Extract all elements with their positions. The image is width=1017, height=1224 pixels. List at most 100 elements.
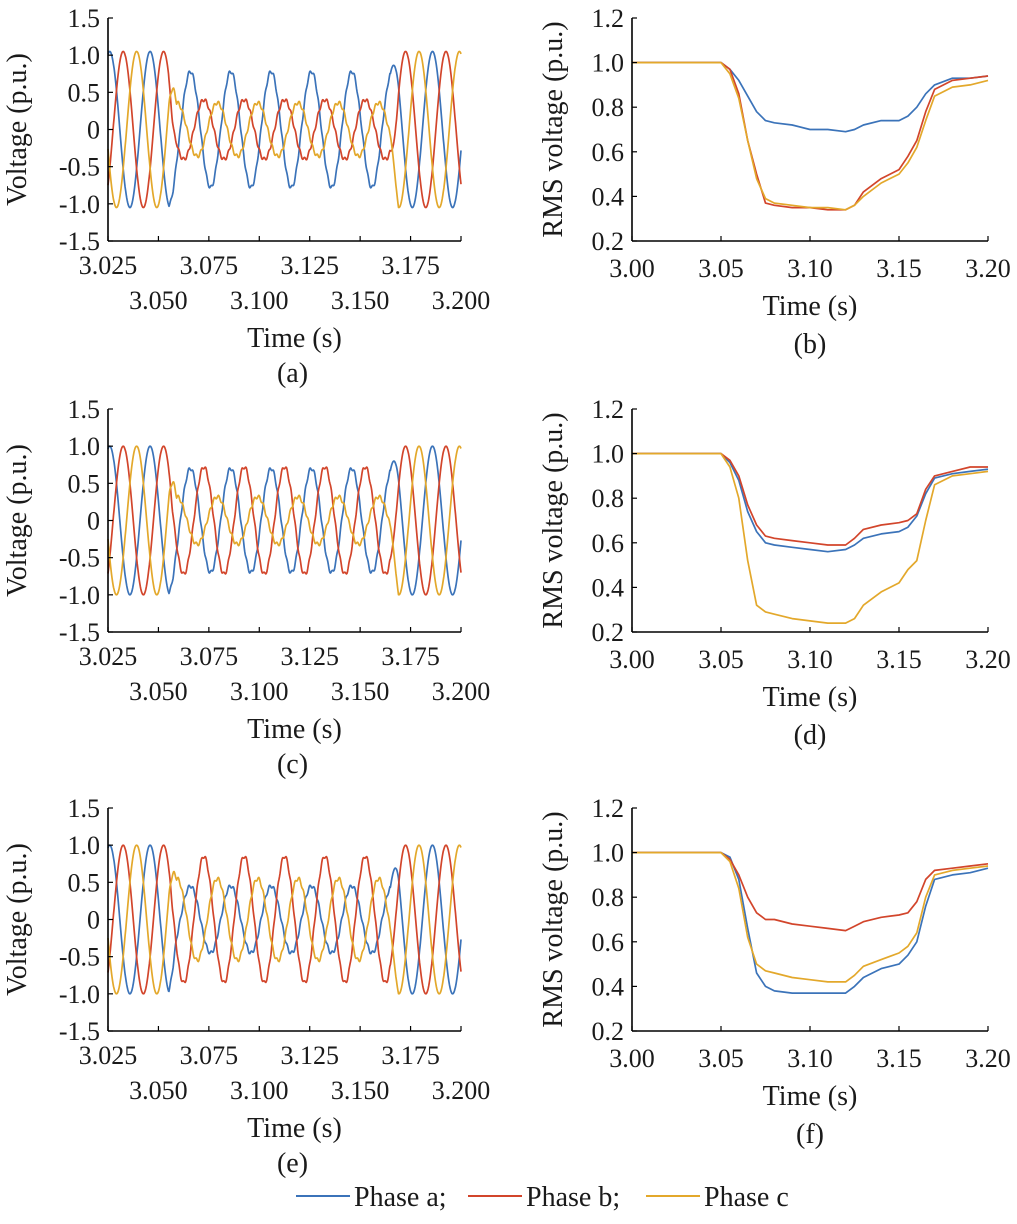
series-line-phase-c bbox=[107, 445, 462, 596]
x-tick-label: 3.10 bbox=[787, 254, 833, 283]
x-tick-label: 3.175 bbox=[381, 642, 440, 671]
series-line-phase-a bbox=[632, 452, 989, 553]
y-axis-label: RMS voltage (p.u.) bbox=[538, 21, 569, 237]
series-line-phase-a bbox=[107, 445, 462, 596]
y-tick-label: 1.0 bbox=[592, 440, 625, 469]
y-tick-label: 1.0 bbox=[68, 831, 101, 860]
x-tick-label: 3.10 bbox=[787, 1044, 833, 1073]
y-tick-label: 0.8 bbox=[592, 93, 625, 122]
y-tick-label: 0.2 bbox=[592, 1017, 625, 1046]
x-tick-label: 3.200 bbox=[432, 1076, 491, 1105]
y-tick-label: -1.0 bbox=[59, 581, 100, 610]
legend: Phase a; Phase b; Phase c bbox=[296, 1182, 789, 1213]
legend-label-phase-c: Phase c bbox=[704, 1182, 789, 1213]
x-tick-label: 3.025 bbox=[79, 642, 138, 671]
series-group bbox=[632, 851, 989, 994]
y-tick-label: 1.5 bbox=[68, 794, 101, 823]
y-tick-label: 1.2 bbox=[592, 4, 625, 33]
y-tick-label: 0.5 bbox=[68, 78, 101, 107]
x-tick-label: 3.025 bbox=[79, 1041, 138, 1070]
series-line-phase-c bbox=[632, 851, 989, 983]
y-tick-label: 0 bbox=[87, 507, 100, 536]
x-tick-label: 3.00 bbox=[609, 254, 655, 283]
series-group bbox=[107, 445, 462, 596]
series-line-phase-b bbox=[107, 844, 462, 995]
x-tick-label: 3.15 bbox=[876, 1044, 922, 1073]
y-tick-label: 0.6 bbox=[592, 928, 625, 957]
panel-caption: (d) bbox=[794, 720, 827, 751]
chart-panel-a: 1.5 1.0 0.5 0 -0.5 -1.0 -1.53.025 3.075 3.125 3.1… bbox=[2, 4, 490, 389]
x-axis-label: Time (s) bbox=[763, 682, 858, 713]
y-axis-label: RMS voltage (p.u.) bbox=[538, 412, 569, 628]
y-tick-label: 1.2 bbox=[592, 794, 625, 823]
panel-caption: (a) bbox=[277, 358, 308, 389]
series-line-phase-c bbox=[632, 452, 989, 624]
x-tick-label: 3.15 bbox=[876, 254, 922, 283]
y-tick-label: -1.5 bbox=[59, 227, 100, 256]
y-tick-label: 0.4 bbox=[592, 573, 625, 602]
series-line-phase-a bbox=[632, 61, 989, 133]
x-tick-label: 3.150 bbox=[331, 286, 390, 315]
x-tick-label: 3.200 bbox=[432, 286, 491, 315]
y-axis-label: Voltage (p.u.) bbox=[2, 444, 33, 597]
x-tick-label: 3.05 bbox=[698, 1044, 744, 1073]
y-tick-label: -0.5 bbox=[59, 943, 100, 972]
series-line-phase-b bbox=[632, 452, 988, 546]
x-tick-label: 3.05 bbox=[698, 645, 744, 674]
x-tick-label: 3.20 bbox=[965, 645, 1011, 674]
chart-panel-b: 1.2 1.0 0.8 0.6 0.4 0.23.00 3.05 3.10 3.15 3.20 Ti… bbox=[538, 4, 1011, 360]
y-tick-label: 0.8 bbox=[592, 484, 625, 513]
y-axis-label: Voltage (p.u.) bbox=[2, 53, 33, 206]
y-tick-label: 0.6 bbox=[592, 138, 625, 167]
y-tick-label: -1.5 bbox=[59, 1017, 100, 1046]
legend-label-phase-a: Phase a; bbox=[354, 1182, 447, 1213]
y-tick-label: 1.5 bbox=[68, 4, 101, 33]
y-tick-label: 0.5 bbox=[68, 469, 101, 498]
series-group bbox=[107, 50, 462, 209]
y-tick-label: 1.2 bbox=[592, 395, 625, 424]
chart-panel-d: 1.2 1.0 0.8 0.6 0.4 0.23.00 3.05 3.10 3.15 3.20 Ti… bbox=[538, 395, 1011, 751]
x-axis-label: Time (s) bbox=[247, 1113, 342, 1144]
x-tick-label: 3.025 bbox=[79, 251, 138, 280]
x-axis-label: Time (s) bbox=[763, 1081, 858, 1112]
x-tick-label: 3.050 bbox=[129, 1076, 188, 1105]
x-tick-label: 3.100 bbox=[230, 1076, 289, 1105]
x-tick-label: 3.00 bbox=[609, 1044, 655, 1073]
series-line-phase-a bbox=[107, 50, 462, 209]
x-tick-label: 3.075 bbox=[180, 251, 239, 280]
y-tick-label: -0.5 bbox=[59, 544, 100, 573]
x-tick-label: 3.10 bbox=[787, 645, 833, 674]
y-tick-label: 0.8 bbox=[592, 883, 625, 912]
y-tick-label: 1.5 bbox=[68, 395, 101, 424]
y-tick-label: 0.4 bbox=[592, 182, 625, 211]
y-tick-label: 0.4 bbox=[592, 972, 625, 1001]
x-tick-label: 3.100 bbox=[230, 286, 289, 315]
x-tick-label: 3.150 bbox=[331, 677, 390, 706]
y-tick-label: 0.6 bbox=[592, 529, 625, 558]
y-tick-label: 1.0 bbox=[68, 432, 101, 461]
legend-label-phase-b: Phase b; bbox=[526, 1182, 620, 1213]
series-group bbox=[632, 452, 989, 624]
y-tick-label: 0.5 bbox=[68, 868, 101, 897]
x-tick-label: 3.075 bbox=[180, 1041, 239, 1070]
y-tick-label: 1.0 bbox=[592, 49, 625, 78]
x-tick-label: 3.20 bbox=[965, 1044, 1011, 1073]
x-tick-label: 3.175 bbox=[381, 1041, 440, 1070]
y-tick-label: -1.0 bbox=[59, 190, 100, 219]
series-line-phase-c bbox=[632, 61, 989, 211]
y-tick-label: 0 bbox=[87, 906, 100, 935]
series-line-phase-a bbox=[632, 851, 989, 994]
x-axis-label: Time (s) bbox=[247, 323, 342, 354]
y-axis-label: Voltage (p.u.) bbox=[2, 843, 33, 996]
x-tick-label: 3.050 bbox=[129, 286, 188, 315]
y-tick-label: -1.5 bbox=[59, 618, 100, 647]
y-tick-label: -1.0 bbox=[59, 980, 100, 1009]
x-axis-label: Time (s) bbox=[763, 291, 858, 322]
chart-panel-c: 1.5 1.0 0.5 0 -0.5 -1.0 -1.53.025 3.075 3.125 3.1… bbox=[2, 395, 490, 780]
series-line-phase-b bbox=[107, 50, 462, 209]
x-tick-label: 3.125 bbox=[280, 1041, 339, 1070]
x-tick-label: 3.125 bbox=[280, 251, 339, 280]
x-tick-label: 3.050 bbox=[129, 677, 188, 706]
x-tick-label: 3.075 bbox=[180, 642, 239, 671]
x-tick-label: 3.15 bbox=[876, 645, 922, 674]
